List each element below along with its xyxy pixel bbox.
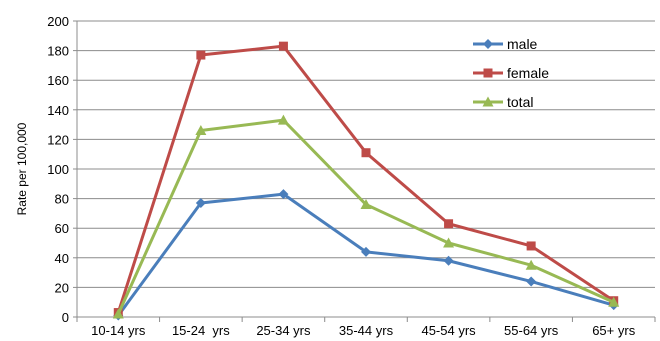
series-total: [112, 114, 620, 319]
legend-item-total: total: [473, 94, 533, 110]
series-line-female: [116, 44, 615, 314]
y-axis-title: Rate per 100,000: [15, 122, 29, 215]
y-tick-label: 100: [47, 162, 69, 177]
y-tick-label: 40: [55, 251, 69, 266]
y-tick-label: 80: [55, 192, 69, 207]
data-point-male: [361, 246, 371, 257]
series-female: [113, 41, 619, 318]
data-point-total: [112, 308, 124, 319]
data-point-male: [526, 276, 537, 287]
data-point-male: [278, 189, 289, 200]
series-group: [112, 41, 620, 321]
y-tick-label: 200: [47, 14, 69, 29]
data-point-total: [360, 199, 372, 210]
x-tick-label: 10-14 yrs: [91, 323, 146, 338]
y-tick-labels: 0 20 40 60 80 100 120 140 160 180 200: [47, 14, 69, 325]
legend: male female total: [473, 36, 549, 110]
x-tick-label: 35-44 yrs: [339, 323, 394, 338]
y-tick-label: 140: [47, 103, 69, 118]
x-tick-label: 65+ yrs: [592, 323, 635, 338]
y-tick-label: 120: [47, 132, 69, 147]
axes: [73, 20, 656, 322]
y-tick-label: 60: [55, 221, 69, 236]
legend-marker: [483, 39, 493, 49]
y-tick-label: 20: [55, 280, 69, 295]
x-tick-label: 55-64 yrs: [504, 323, 559, 338]
data-point-female: [361, 148, 371, 158]
data-point-female: [444, 219, 454, 229]
data-point-total: [443, 237, 455, 248]
legend-marker: [483, 68, 493, 78]
legend-item-male: male: [473, 36, 538, 52]
data-point-female: [196, 50, 206, 60]
data-point-female: [526, 241, 536, 251]
data-point-male: [443, 255, 454, 266]
y-tick-label: 0: [62, 310, 69, 325]
x-tick-labels: 10-14 yrs 15-24 yrs 25-34 yrs 35-44 yrs 45-5…: [91, 323, 636, 338]
data-point-male: [195, 198, 206, 209]
legend-label: male: [507, 36, 538, 52]
y-tick-label: 180: [47, 44, 69, 59]
legend-marker: [482, 96, 494, 107]
legend-item-female: female: [473, 65, 549, 81]
x-tick-label: 25-34 yrs: [256, 323, 311, 338]
legend-label: female: [507, 65, 549, 81]
y-tick-label: 160: [47, 73, 69, 88]
x-tick-label: 45-54 yrs: [421, 323, 476, 338]
data-point-total: [525, 259, 537, 270]
data-point-total: [195, 125, 207, 136]
data-point-total: [277, 114, 289, 125]
legend-label: total: [507, 94, 533, 110]
data-point-female: [278, 41, 288, 51]
data-point-total: [608, 296, 620, 307]
x-tick-label: 15-24 yrs: [172, 323, 230, 338]
